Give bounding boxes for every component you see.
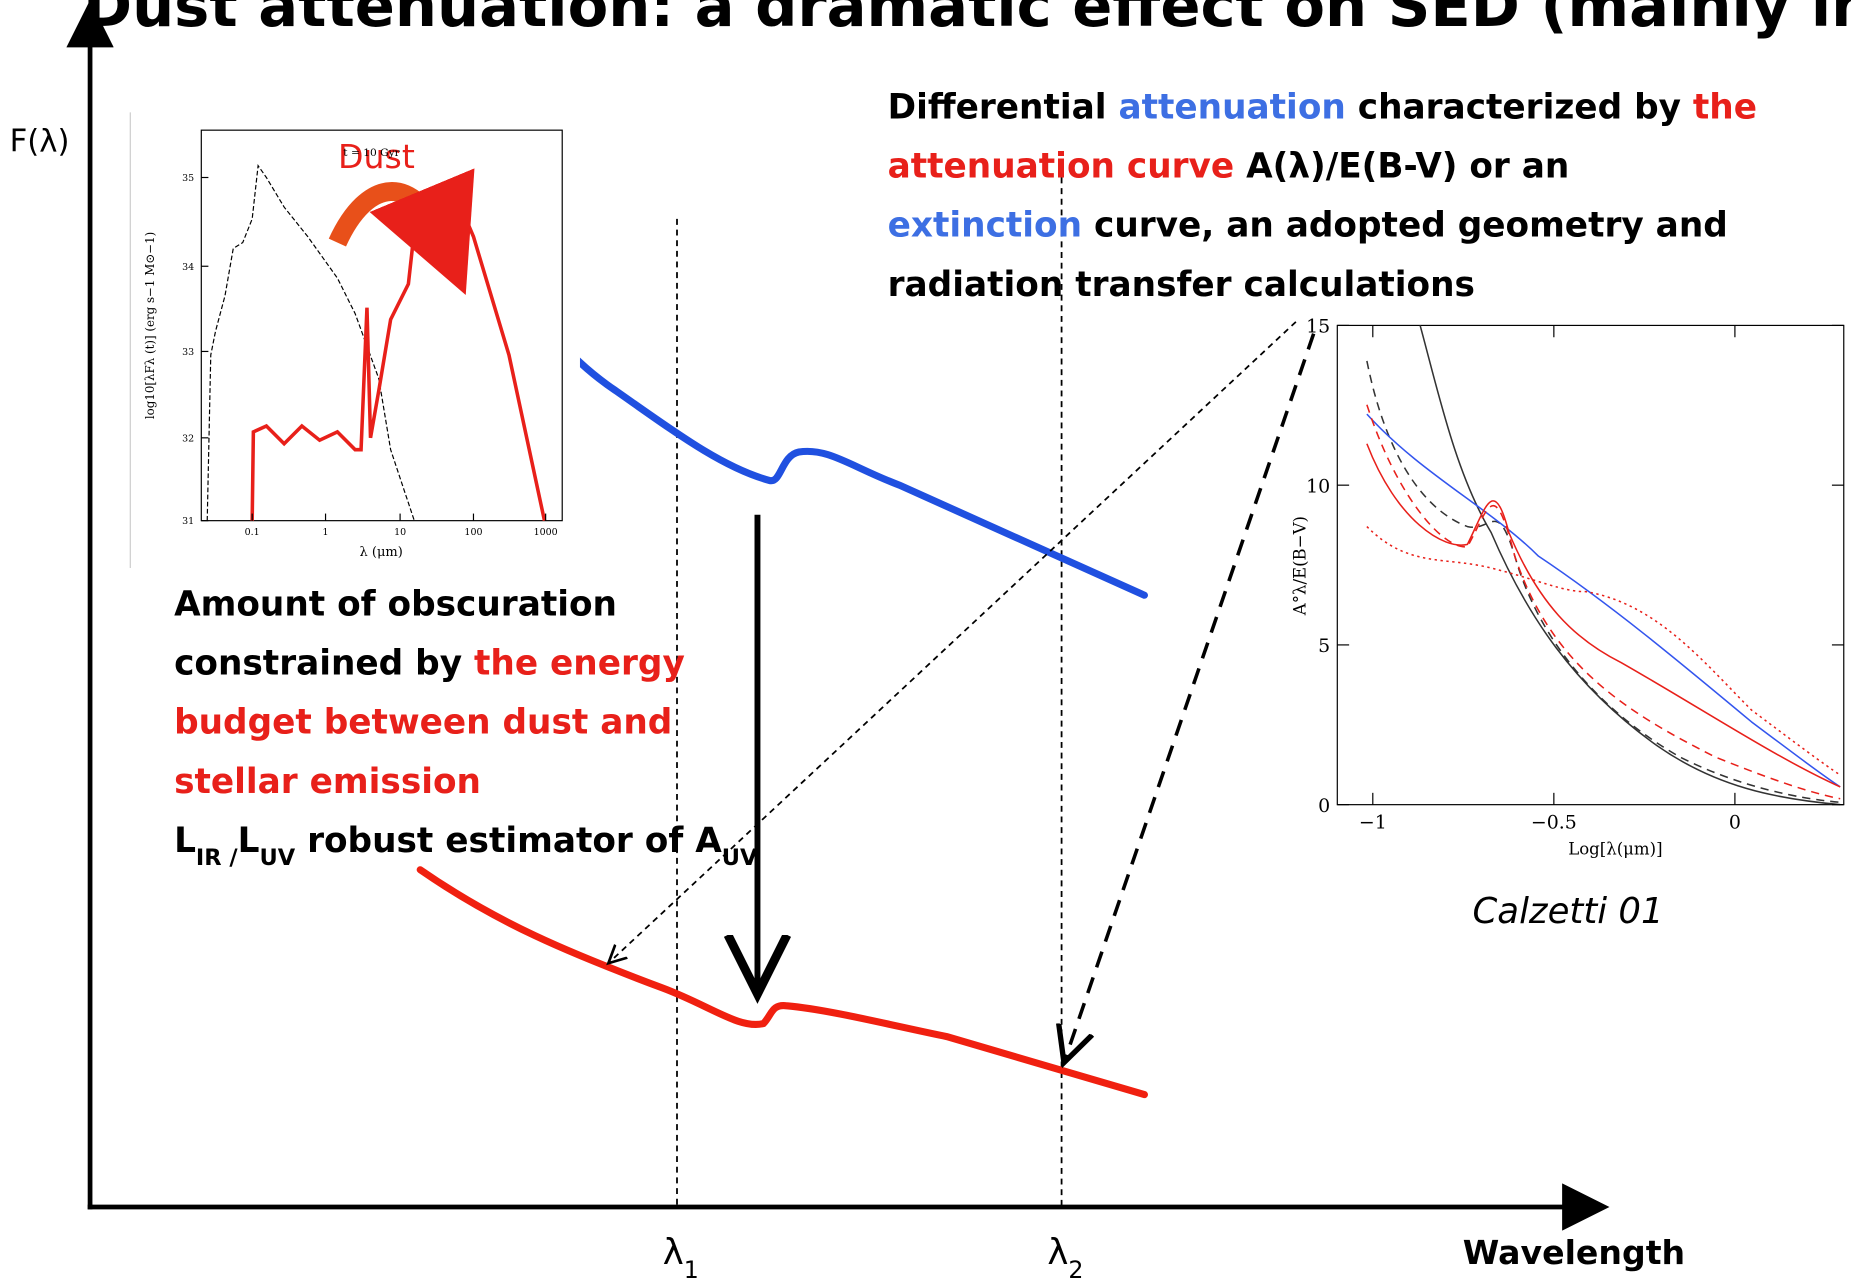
curve bbox=[1366, 443, 1841, 788]
x-tick-label: −0.5 bbox=[1531, 811, 1577, 833]
curve bbox=[1419, 325, 1841, 806]
x-tick-label: 100 bbox=[464, 527, 482, 538]
curve bbox=[1366, 526, 1841, 776]
y-tick-label: 34 bbox=[182, 262, 194, 273]
x-tick-label: 1000 bbox=[534, 527, 558, 538]
annotation-text: L bbox=[174, 821, 196, 861]
x-tick-label: 1 bbox=[323, 527, 329, 538]
attenuation-inset: Log[λ(μm)] A°λ/E(B−V) Calzetti 01 15 10 5 0… bbox=[1290, 316, 1845, 932]
slide-title: Dust attenuation: a dramatic effect on S… bbox=[83, 0, 1851, 40]
wavelength-markers: λ1 λ2 bbox=[663, 1232, 1084, 1278]
caption: Calzetti 01 bbox=[1473, 891, 1664, 932]
annotations: Differential attenuation characterized b… bbox=[174, 87, 1757, 871]
marker-subscript: 2 bbox=[1068, 1256, 1083, 1278]
x-tick-label: 0 bbox=[1729, 811, 1741, 833]
dust-label: Dust bbox=[338, 137, 415, 176]
inset-frame bbox=[1336, 324, 1845, 806]
x-tick-label: −1 bbox=[1359, 811, 1387, 833]
marker-symbol: λ bbox=[663, 1232, 684, 1273]
annotation-text: extinction bbox=[888, 206, 1082, 246]
pointer-arrow bbox=[1064, 333, 1316, 1063]
y-tick-label: 5 bbox=[1318, 635, 1330, 657]
x-axis-label: Wavelength bbox=[1463, 1233, 1685, 1272]
wavelength-marker: λ2 bbox=[1047, 1232, 1083, 1278]
annotation-text: the energy bbox=[474, 644, 685, 684]
dust-arrow bbox=[328, 168, 475, 296]
y-axis-label: A°λ/E(B−V) bbox=[1290, 516, 1309, 616]
curve bbox=[1366, 404, 1841, 800]
annotation-text: stellar emission bbox=[174, 762, 481, 802]
annotation-text: the bbox=[1693, 87, 1757, 127]
y-axis-label: F(λ) bbox=[10, 123, 70, 159]
marker-symbol: λ bbox=[1047, 1232, 1068, 1273]
annotation-text: robust estimator of A bbox=[295, 821, 722, 861]
annotation-line: LIR /LUV robust estimator of AUV bbox=[174, 821, 758, 871]
annotation-text: constrained by bbox=[174, 644, 474, 684]
x-tick-label: 10 bbox=[394, 527, 406, 538]
sed-inset: Dust t = 10 Gyr λ (μm) log10[λFλ (t)] (e… bbox=[124, 112, 580, 569]
annotation-text: UV bbox=[722, 845, 758, 871]
x-axis-label: Log[λ(μm)] bbox=[1568, 839, 1662, 858]
y-tick-label: 33 bbox=[182, 347, 194, 358]
annotation-text: curve, an adopted geometry and bbox=[1082, 206, 1728, 246]
attenuated-sed bbox=[416, 866, 1148, 1099]
y-tick-label: 0 bbox=[1318, 795, 1330, 817]
annotation-line: extinction curve, an adopted geometry an… bbox=[888, 206, 1728, 246]
y-tick-label: 32 bbox=[182, 433, 194, 444]
annotation-text: radiation transfer calculations bbox=[888, 265, 1475, 305]
annotation-text: A(λ)/E(B-V) or an bbox=[1234, 147, 1569, 187]
annotation-line: Differential attenuation characterized b… bbox=[888, 87, 1757, 127]
y-tick-label: 31 bbox=[182, 516, 194, 527]
curve bbox=[1366, 413, 1841, 788]
marker-subscript: 1 bbox=[684, 1256, 699, 1278]
annotation-line: stellar emission bbox=[174, 762, 481, 802]
annotation-line: constrained by the energy bbox=[174, 644, 685, 684]
annotation-text: attenuation bbox=[1118, 87, 1345, 127]
annotation-line: attenuation curve A(λ)/E(B-V) or an bbox=[888, 147, 1570, 187]
annotation-line: Amount of obscuration bbox=[174, 584, 617, 624]
annotation-line: budget between dust and bbox=[174, 703, 672, 743]
y-tick-label: 35 bbox=[182, 173, 194, 184]
annotation-text: IR / bbox=[196, 845, 238, 871]
annotation-text: budget between dust and bbox=[174, 703, 672, 743]
x-tick-label: 0.1 bbox=[245, 527, 260, 538]
pointer-arrow bbox=[608, 321, 1297, 963]
annotation-text: Differential bbox=[888, 87, 1119, 127]
annotation-text: attenuation curve bbox=[888, 147, 1235, 187]
wavelength-marker: λ1 bbox=[663, 1232, 699, 1278]
annotation-text: characterized by bbox=[1346, 87, 1693, 127]
ticks: 35 34 33 32 31 0.1 1 10 100 1000 bbox=[182, 173, 558, 538]
annotation-line: radiation transfer calculations bbox=[888, 265, 1475, 305]
curve bbox=[1366, 360, 1841, 804]
annotation-text: Amount of obscuration bbox=[174, 584, 617, 624]
y-tick-label: 10 bbox=[1306, 475, 1330, 497]
x-axis-label: λ (μm) bbox=[360, 545, 403, 560]
annotation-text: L bbox=[238, 821, 260, 861]
annotation-text: UV bbox=[260, 845, 296, 871]
age-label: t = 10 Gyr bbox=[343, 146, 400, 159]
y-tick-label: 15 bbox=[1306, 316, 1330, 338]
ticks: 15 10 5 0 −1 −0.5 0 bbox=[1306, 316, 1844, 833]
y-axis-label: log10[λFλ (t)] (erg s−1 M⊙−1) bbox=[143, 232, 157, 419]
inset-frame bbox=[200, 129, 563, 522]
